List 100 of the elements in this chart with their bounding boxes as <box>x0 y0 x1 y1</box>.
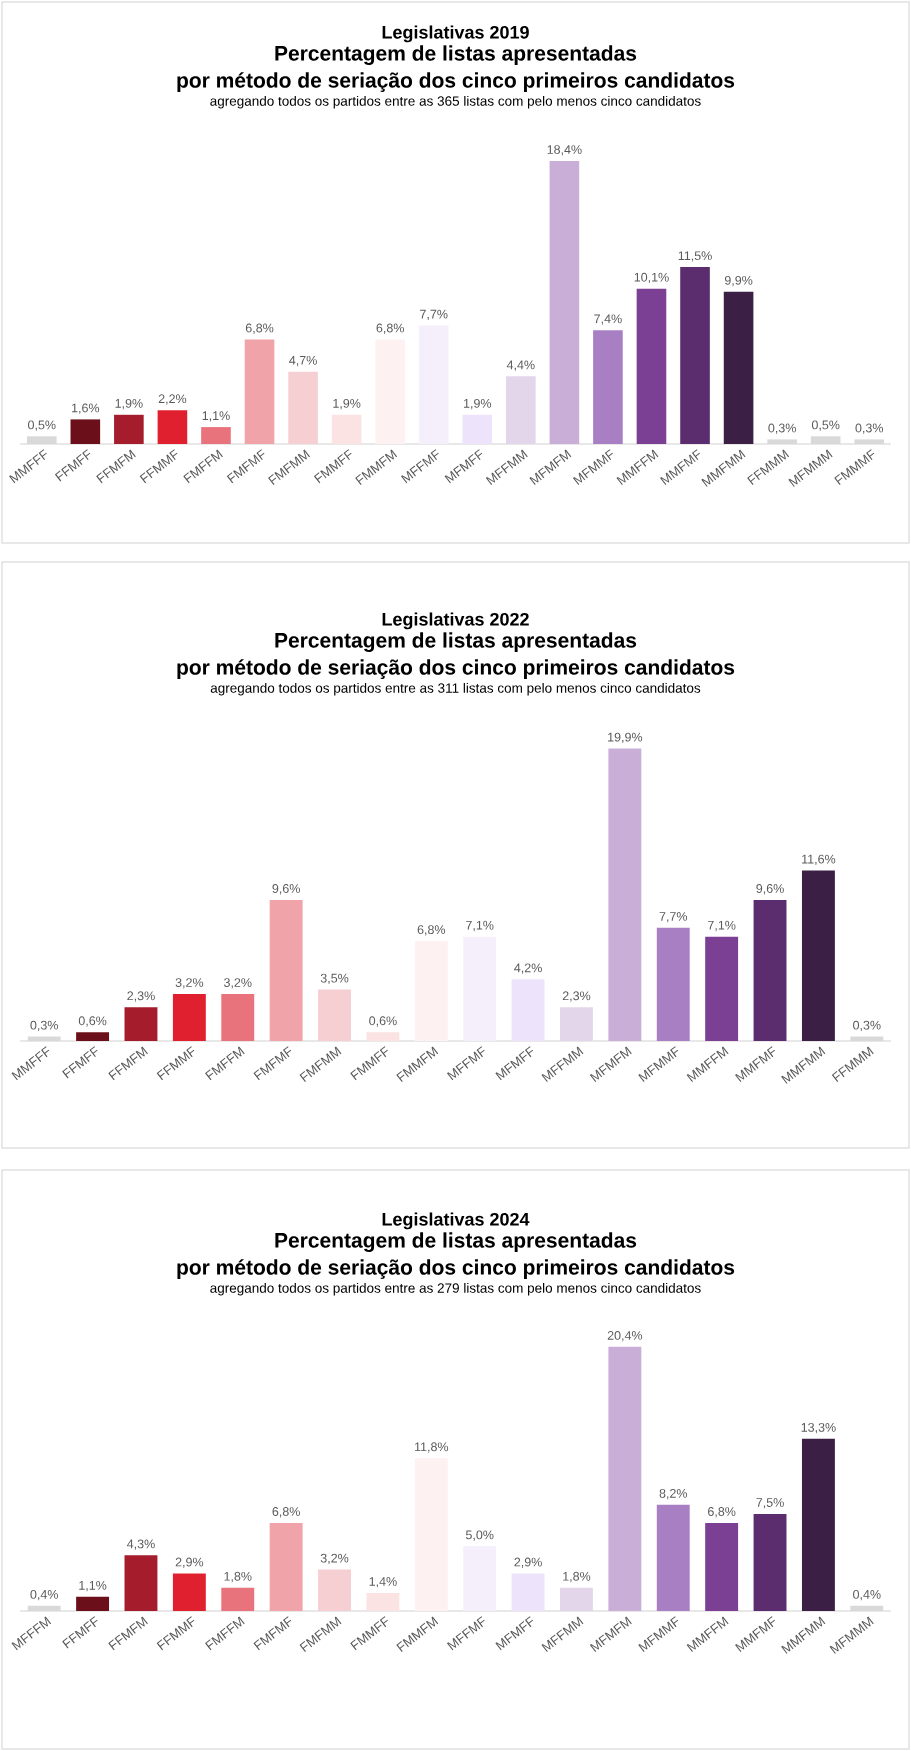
data-label: 0,4% <box>853 1589 881 1601</box>
bar <box>331 414 362 445</box>
data-label: 2,3% <box>127 991 155 1002</box>
data-label: 18,4% <box>547 145 582 156</box>
bar <box>124 1007 158 1042</box>
bar <box>221 1587 255 1612</box>
bar <box>221 993 255 1042</box>
data-label: 5,0% <box>465 1530 494 1541</box>
data-label: 19,9% <box>608 732 643 744</box>
bar <box>549 160 580 445</box>
data-label: 7,4% <box>594 314 622 325</box>
bar <box>76 1032 110 1042</box>
bar <box>705 1522 739 1612</box>
data-label: 2,2% <box>158 394 187 405</box>
bar <box>593 330 623 445</box>
bar <box>608 1346 642 1612</box>
data-label: 2,3% <box>562 991 591 1002</box>
chart-subtitle: Percentagem de listas apresentadas por método de seriação dos cinco primeiros candidatos <box>177 632 735 679</box>
data-label: 9,9% <box>724 275 753 287</box>
data-label: 3,2% <box>223 978 252 989</box>
data-label: 1,8% <box>563 1571 591 1583</box>
bar <box>157 410 188 445</box>
data-label: 3,2% <box>175 978 204 989</box>
bar <box>608 748 642 1042</box>
chart-title: Legislativas 2024 <box>382 1212 530 1230</box>
data-label: 3,2% <box>320 1553 349 1565</box>
data-label: 6,8% <box>708 1507 736 1518</box>
data-label: 6,8% <box>272 1507 300 1518</box>
bar <box>201 427 231 445</box>
data-label: 0,6% <box>369 1016 397 1027</box>
chart-title: Legislativas 2019 <box>382 25 529 43</box>
bar <box>656 1504 690 1612</box>
data-label: 3,5% <box>320 973 349 985</box>
chart-subtitle: Percentagem de listas apresentadas por método de seriação dos cinco primeiros candidatos <box>177 45 735 92</box>
bar <box>318 1569 351 1612</box>
bar <box>124 1555 158 1612</box>
bar <box>366 1592 400 1612</box>
data-label: 8,2% <box>659 1488 688 1500</box>
bar <box>705 936 739 1042</box>
data-label: 7,5% <box>756 1498 784 1509</box>
data-label: 7,1% <box>466 920 494 932</box>
bar <box>801 1438 835 1612</box>
data-label: 11,6% <box>802 854 836 865</box>
bar <box>172 1573 206 1612</box>
bar <box>680 267 710 445</box>
data-label: 2,9% <box>175 1557 204 1568</box>
data-label: 13,3% <box>801 1422 836 1434</box>
bar <box>560 1587 593 1612</box>
data-label: 1,1% <box>202 411 230 422</box>
data-label: 20,4% <box>607 1331 643 1342</box>
data-label: 2,9% <box>514 1557 542 1568</box>
data-label: 4,7% <box>289 355 317 367</box>
text: agregando todos os partidos entre as 279 listas com pelo menos cinco candidatos <box>210 1282 701 1296</box>
bar <box>172 993 206 1042</box>
data-label: 4,2% <box>514 963 542 974</box>
data-label: 0,5% <box>28 420 56 431</box>
chart-title: Legislativas 2022 <box>382 612 529 630</box>
data-label: 7,7% <box>420 309 448 321</box>
data-label: 0,4% <box>30 1589 58 1601</box>
text: agregando todos os partidos entre as 365 listas com pelo menos cinco candidatos <box>210 95 701 109</box>
data-label: 1,8% <box>224 1571 252 1583</box>
data-label: 0,3% <box>768 423 796 434</box>
data-label: 6,8% <box>417 925 446 936</box>
bar <box>318 989 351 1042</box>
data-label: 0,6% <box>78 1016 107 1027</box>
data-label: 0,5% <box>811 420 840 431</box>
data-label: 4,4% <box>506 360 535 371</box>
data-label: 4,3% <box>127 1539 155 1550</box>
bar <box>244 339 275 445</box>
bar <box>723 291 754 445</box>
data-label: 6,8% <box>245 323 274 334</box>
data-label: 7,7% <box>659 912 688 923</box>
data-label: 1,9% <box>115 398 143 410</box>
data-label: 7,1% <box>708 920 736 932</box>
bar <box>114 414 144 445</box>
data-label: 0,3% <box>30 1020 58 1032</box>
data-label: 1,6% <box>72 403 100 414</box>
bar <box>511 979 545 1042</box>
data-label: 10,1% <box>634 272 669 284</box>
bar <box>269 899 303 1042</box>
data-label: 1,9% <box>333 398 361 410</box>
bar <box>511 1573 545 1612</box>
text: agregando todos os partidos entre as 311 listas com pelo menos cinco candidatos <box>210 682 701 696</box>
data-label: 1,4% <box>369 1577 397 1588</box>
bar <box>366 1032 400 1042</box>
data-label: 9,6% <box>756 884 784 895</box>
bar <box>753 1513 787 1612</box>
data-label: 9,6% <box>272 884 300 895</box>
bar <box>506 376 536 445</box>
bar <box>462 414 493 445</box>
bar <box>636 288 667 445</box>
data-label: 1,9% <box>463 398 492 410</box>
bar <box>288 371 318 445</box>
bar <box>76 1596 110 1612</box>
chart-subtitle: Percentagem de listas apresentadas por método de seriação dos cinco primeiros candidatos <box>177 1232 735 1279</box>
bar <box>70 419 101 445</box>
data-label: 1,1% <box>79 1580 107 1592</box>
bar <box>269 1522 303 1612</box>
bar <box>656 927 690 1042</box>
data-label: 11,8% <box>415 1442 449 1453</box>
